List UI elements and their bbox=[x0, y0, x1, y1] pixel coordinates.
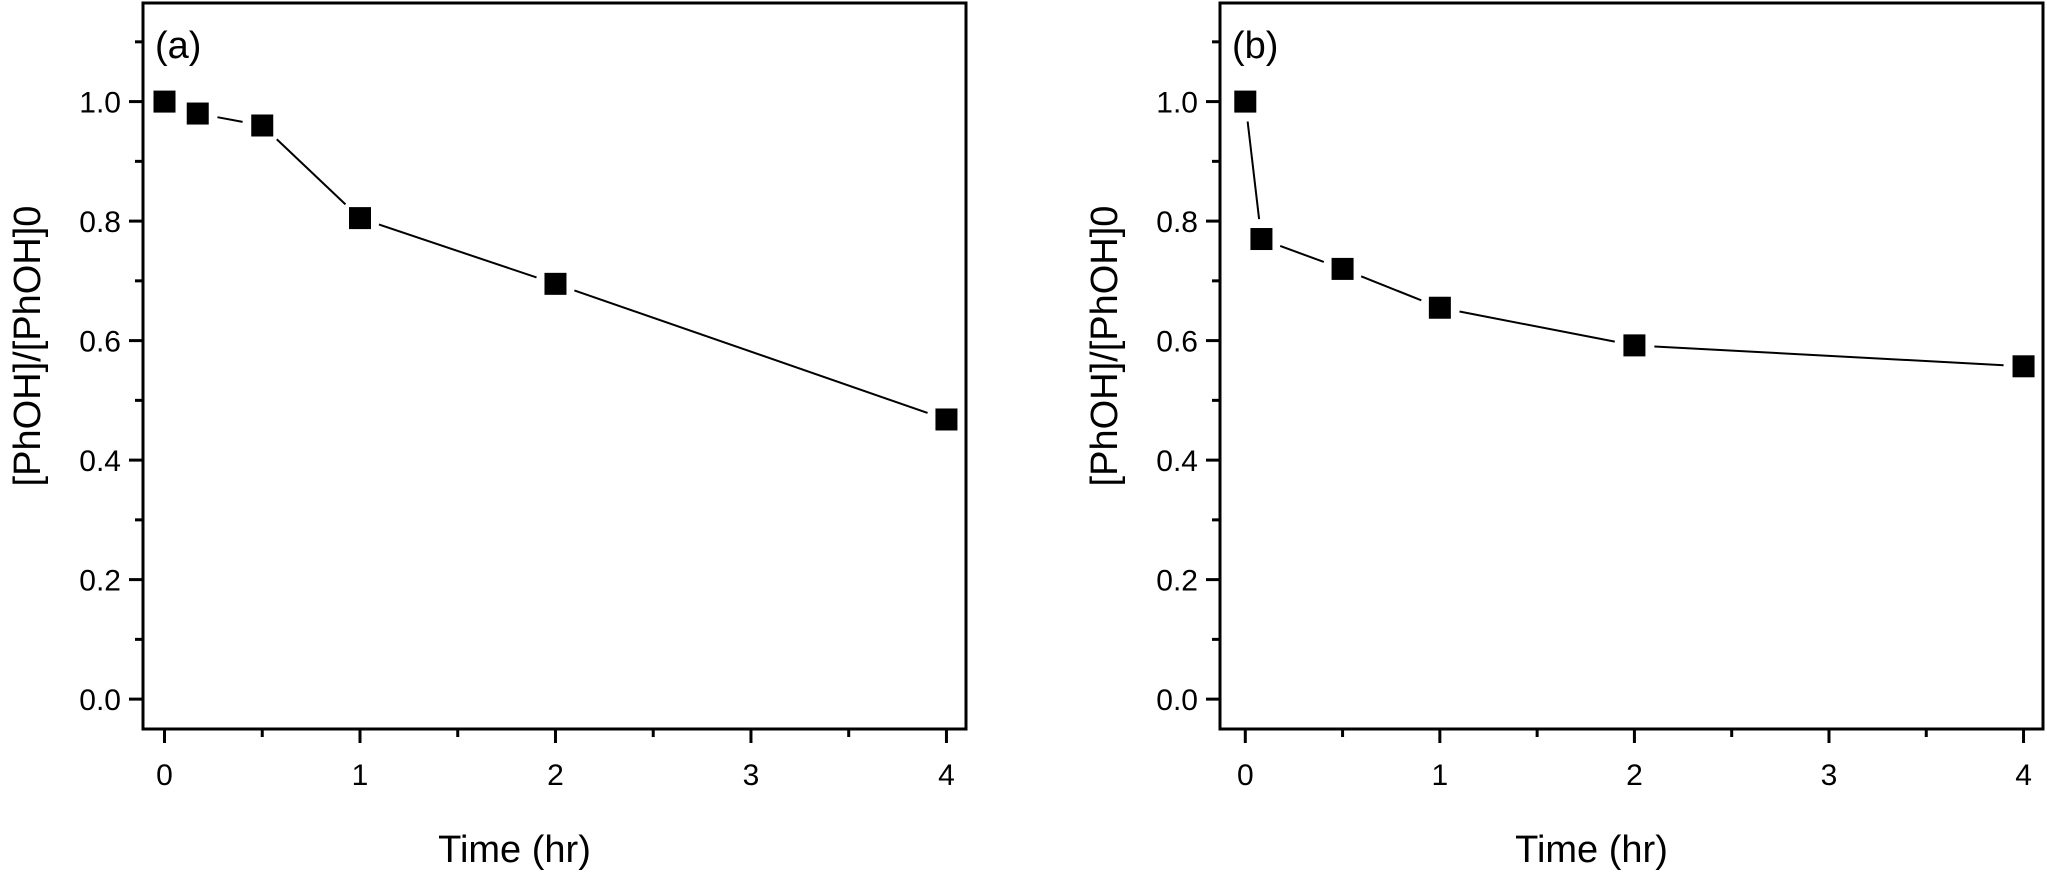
x-tick-label: 3 bbox=[743, 759, 760, 792]
data-point-square bbox=[153, 90, 176, 113]
data-point-square bbox=[1331, 257, 1354, 280]
y-axis-label: [PhOH]/[PhOH]0 bbox=[7, 206, 49, 487]
y-tick-label: 1.0 bbox=[79, 87, 121, 120]
y-tick-label: 0.4 bbox=[79, 445, 121, 478]
plot-frame bbox=[1218, 1, 2045, 731]
series-line-segment bbox=[1279, 244, 1325, 263]
y-tick-label: 0.0 bbox=[1156, 684, 1198, 717]
panel-label: (b) bbox=[1232, 25, 1278, 67]
panel-label: (a) bbox=[155, 25, 201, 67]
series-line-segment bbox=[378, 223, 537, 279]
data-point-square bbox=[1250, 228, 1273, 251]
series-line-segment bbox=[1654, 345, 2004, 367]
data-point-square bbox=[544, 272, 567, 295]
x-axis-label: Time (hr) bbox=[438, 829, 591, 871]
data-point-square bbox=[1623, 334, 1646, 357]
x-tick-label: 4 bbox=[938, 759, 955, 792]
y-axis-label: [PhOH]/[PhOH]0 bbox=[1084, 206, 1126, 487]
x-tick-label: 2 bbox=[1626, 759, 1643, 792]
y-tick-label: 0.4 bbox=[1156, 445, 1198, 478]
y-tick-label: 0.6 bbox=[1156, 326, 1198, 359]
panel-b: 0 1 2 3 4 0.0 0.2 0.4 0.6 0.8 1.0 Time (hr) [PhOH]/[… bbox=[1084, 1, 2045, 871]
x-tick-label: 0 bbox=[1237, 759, 1254, 792]
y-tick-label: 0.8 bbox=[1156, 206, 1198, 239]
data-point-square bbox=[2012, 355, 2035, 378]
x-axis-label: Time (hr) bbox=[1515, 829, 1668, 871]
y-tick-label: 1.0 bbox=[1156, 87, 1198, 120]
y-tick-label: 0.8 bbox=[79, 206, 121, 239]
data-point-square bbox=[186, 102, 209, 125]
data-point-square bbox=[1234, 90, 1257, 113]
y-tick-label: 0.6 bbox=[79, 326, 121, 359]
data-point-square bbox=[1428, 296, 1451, 319]
x-tick-label: 1 bbox=[352, 759, 369, 792]
x-tick-label: 3 bbox=[1821, 759, 1838, 792]
data-point-square bbox=[348, 207, 371, 230]
x-tick-label: 4 bbox=[2015, 759, 2032, 792]
y-tick-label: 0.2 bbox=[79, 565, 121, 598]
y-tick-label: 0.2 bbox=[1156, 565, 1198, 598]
series-line-segment bbox=[276, 138, 347, 206]
data-point-square bbox=[935, 408, 958, 431]
panel-a: 0 1 2 3 4 0.0 0.2 0.4 0.6 0.8 1.0 Time (hr) [PhOH]/[… bbox=[7, 1, 968, 871]
x-tick-label: 0 bbox=[156, 759, 173, 792]
series-line-segment bbox=[574, 289, 928, 414]
series-line-segment bbox=[1360, 275, 1422, 302]
x-tick-label: 2 bbox=[547, 759, 564, 792]
plot-frame bbox=[141, 1, 968, 731]
data-point-square bbox=[251, 114, 274, 137]
y-tick-label: 0.0 bbox=[79, 684, 121, 717]
series-line-segment bbox=[1459, 310, 1615, 343]
x-tick-label: 1 bbox=[1432, 759, 1449, 792]
series-line-segment bbox=[1246, 121, 1261, 220]
series-line-segment bbox=[217, 116, 243, 123]
